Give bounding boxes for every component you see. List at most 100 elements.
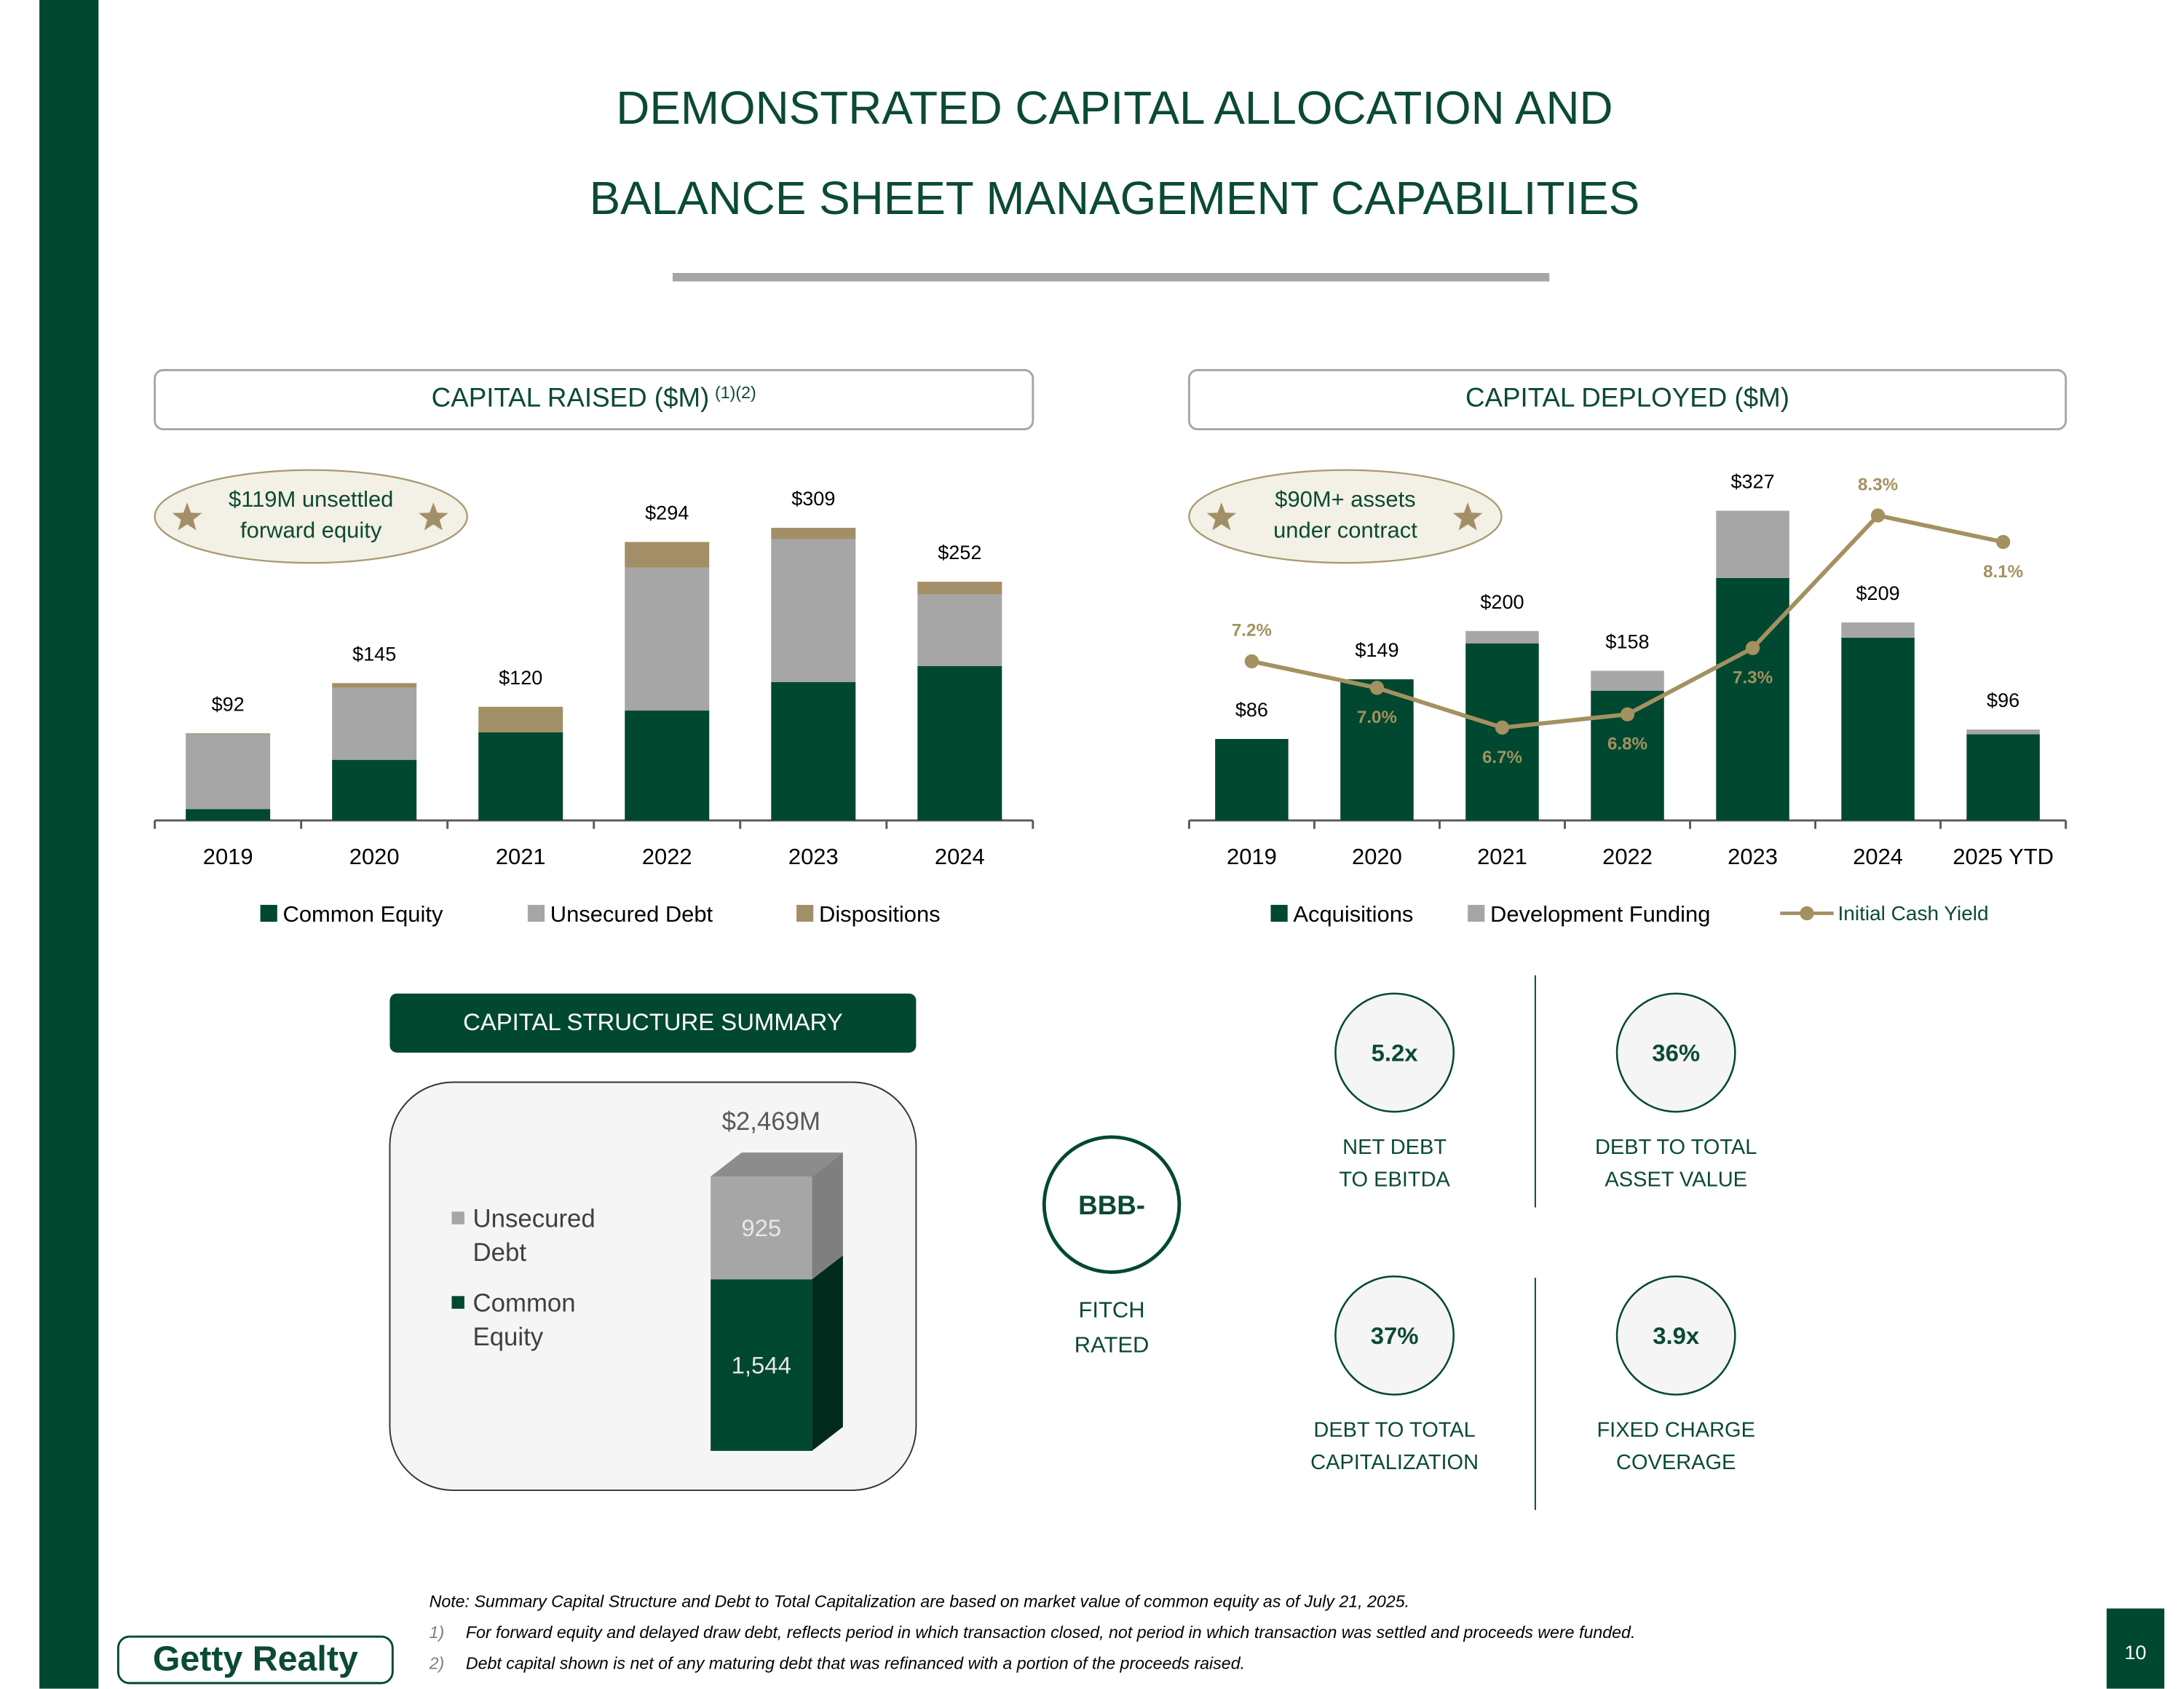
legend-swatch [796, 904, 814, 922]
bar-segment [771, 527, 856, 539]
total-label: $209 [1856, 582, 1900, 604]
segment-label: 1,544 [732, 1352, 791, 1379]
metric-label: DEBT TO TOTAL ASSET VALUE [1594, 1135, 1757, 1192]
bar-segment [1841, 637, 1915, 820]
rating-circle [1042, 1135, 1182, 1274]
x-tick-label: 2023 [1728, 844, 1778, 869]
total-label: $158 [1605, 630, 1649, 652]
footnote-marker: 2) [429, 1653, 445, 1674]
metric-value: 3.9x [1653, 1322, 1700, 1349]
legend-swatch [1270, 904, 1288, 922]
legend-label: Acquisitions [1293, 901, 1413, 927]
metric-circle [1615, 1275, 1736, 1396]
total-label: $92 [212, 693, 245, 715]
x-tick-label: 2021 [1477, 844, 1527, 869]
bar-side [812, 1255, 843, 1451]
bar-segment [1716, 577, 1789, 820]
legend-swatch [260, 904, 277, 922]
bar-segment [478, 732, 563, 820]
x-tick-label: 2020 [1352, 844, 1402, 869]
summary-header: CAPITAL STRUCTURE SUMMARY [463, 1008, 843, 1036]
footnote: For forward equity and delayed draw debt… [465, 1622, 1636, 1642]
yield-label: 6.8% [1607, 735, 1647, 754]
legend-label: Unsecured Debt [472, 1204, 596, 1267]
yield-label: 8.1% [1983, 562, 2023, 582]
total-label: $200 [1480, 591, 1524, 613]
segment-label: 925 [741, 1214, 781, 1241]
callout-text: $90M+ assets under contract [1273, 488, 1417, 544]
bar-segment [1591, 671, 1664, 691]
bar-segment [625, 542, 710, 568]
bar-segment [1966, 734, 2040, 820]
yield-label: 7.3% [1733, 668, 1773, 687]
bar-segment [625, 711, 710, 820]
x-tick-label: 2022 [642, 844, 692, 869]
yield-label: 7.0% [1357, 708, 1397, 727]
bar-segment [1215, 739, 1289, 820]
bar-segment [1841, 622, 1915, 638]
bar-segment [332, 759, 417, 820]
rating-label: FITCH RATED [1074, 1299, 1150, 1358]
footnote: Debt capital shown is net of any maturin… [465, 1653, 1246, 1674]
legend-label: Common Equity [472, 1289, 576, 1351]
bar-segment [771, 682, 856, 820]
legend-swatch [451, 1296, 464, 1309]
side-strip [39, 0, 99, 1689]
chart-title-note: (1)(2) [715, 382, 756, 403]
metric-label: NET DEBT TO EBITDA [1339, 1135, 1450, 1192]
footnote-marker: 1) [429, 1622, 445, 1642]
yield-point [1369, 681, 1385, 695]
bar-segment [1340, 679, 1414, 820]
legend-dot [1800, 906, 1814, 921]
bar-top [711, 1152, 843, 1176]
bar-segment [917, 665, 1002, 820]
x-tick-label: 2020 [349, 844, 400, 869]
total-label: $86 [1235, 699, 1268, 721]
bar-segment [1716, 510, 1789, 578]
bar-segment [332, 687, 417, 760]
bar-segment [1465, 630, 1539, 644]
x-tick-label: 2025 YTD [1952, 844, 2054, 869]
total-label: $327 [1730, 471, 1774, 493]
note: Note: Summary Capital Structure and Debt… [429, 1591, 1410, 1612]
logo: Getty Realty [152, 1639, 358, 1680]
title-line: BALANCE SHEET MANAGEMENT CAPABILITIES [589, 171, 1640, 224]
star [1206, 502, 1237, 531]
metric-label: DEBT TO TOTAL CAPITALIZATION [1310, 1418, 1479, 1475]
total-label: $294 [645, 502, 689, 524]
callout-text: $119M unsettled forward equity [228, 488, 394, 544]
yield-point [1745, 641, 1760, 655]
yield-point [1870, 508, 1886, 523]
x-tick-label: 2021 [496, 844, 546, 869]
chart-title: CAPITAL DEPLOYED ($M) [1465, 384, 1789, 414]
chart-header-box [1187, 368, 2068, 431]
x-tick-label: 2019 [203, 844, 253, 869]
yield-point [1995, 534, 2011, 550]
chart-title: CAPITAL RAISED ($M) [431, 384, 710, 414]
bar-segment [711, 1279, 812, 1451]
bar-segment [917, 594, 1002, 666]
metric-value: 37% [1371, 1322, 1419, 1349]
page-number-box [2106, 1608, 2164, 1689]
metric-label: FIXED CHARGE COVERAGE [1597, 1418, 1755, 1475]
yield-label: 6.7% [1482, 748, 1522, 767]
star [172, 502, 202, 531]
callout-ellipse [154, 469, 468, 564]
legend-swatch [527, 904, 545, 922]
page-number: 10 [2124, 1640, 2147, 1664]
x-tick-label: 2024 [935, 844, 985, 869]
chart-header-box [154, 368, 1034, 431]
x-tick-label: 2023 [788, 844, 839, 869]
bar-side [812, 1152, 843, 1280]
callout-ellipse [1188, 469, 1503, 564]
total-label: $145 [352, 643, 396, 665]
yield-point [1244, 654, 1259, 669]
yield-point [1495, 720, 1510, 735]
metric-value: 5.2x [1372, 1039, 1419, 1066]
total-label: $2,469M [722, 1108, 820, 1136]
legend-label: Development Funding [1490, 901, 1710, 927]
total-label: $120 [499, 667, 542, 689]
legend-swatch [451, 1211, 464, 1225]
bar-segment [478, 706, 563, 732]
